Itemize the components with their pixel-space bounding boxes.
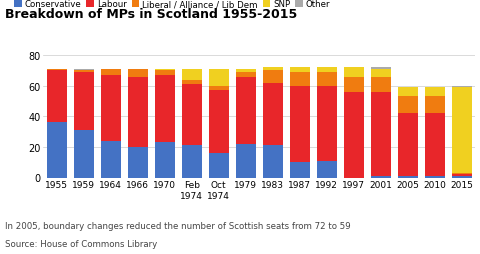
Bar [397,88,418,97]
Bar [289,86,310,163]
Bar [263,71,283,83]
Bar [181,85,202,146]
Bar [317,86,337,161]
Bar [371,70,391,77]
Bar [317,161,337,178]
Bar [47,123,67,178]
Bar [263,68,283,71]
Bar [181,70,202,80]
Bar [344,68,364,77]
Bar [73,73,94,131]
Bar [452,88,472,173]
Bar [47,70,67,71]
Bar [452,173,472,175]
Bar [289,68,310,73]
Bar [236,77,256,144]
Bar [209,70,229,86]
Bar [263,83,283,146]
Bar [397,97,418,114]
Bar [47,71,67,123]
Bar [452,86,472,88]
Bar [425,114,445,176]
Bar [155,76,175,143]
Bar [209,91,229,153]
Bar [128,147,148,178]
Bar [155,70,175,71]
Bar [155,143,175,178]
Text: In 2005, boundary changes reduced the number of Scottish seats from 72 to 59: In 2005, boundary changes reduced the nu… [5,221,350,230]
Bar [236,144,256,178]
Text: Breakdown of MPs in Scotland 1955-2015: Breakdown of MPs in Scotland 1955-2015 [5,8,297,21]
Bar [101,70,121,76]
Bar [181,146,202,178]
Text: Source: House of Commons Library: Source: House of Commons Library [5,239,157,248]
Bar [128,70,148,77]
Bar [209,153,229,178]
Bar [397,176,418,178]
Bar [289,163,310,178]
Bar [73,131,94,178]
Legend: Conservative, Labour, Liberal / Alliance / Lib Dem, SNP, Other: Conservative, Labour, Liberal / Alliance… [11,0,334,13]
Bar [209,86,229,91]
Bar [181,80,202,85]
Bar [236,70,256,73]
Bar [73,71,94,73]
Bar [289,73,310,86]
Bar [263,146,283,178]
Bar [236,73,256,77]
Bar [344,92,364,178]
Bar [371,176,391,178]
Bar [371,92,391,176]
Bar [397,114,418,176]
Bar [101,141,121,178]
Bar [128,77,148,147]
Bar [371,68,391,70]
Bar [317,73,337,86]
Bar [452,175,472,176]
Bar [425,88,445,97]
Bar [371,77,391,92]
Bar [452,176,472,178]
Bar [425,176,445,178]
Bar [155,71,175,76]
Bar [317,68,337,73]
Bar [73,70,94,71]
Bar [425,97,445,114]
Bar [101,76,121,141]
Bar [344,77,364,92]
